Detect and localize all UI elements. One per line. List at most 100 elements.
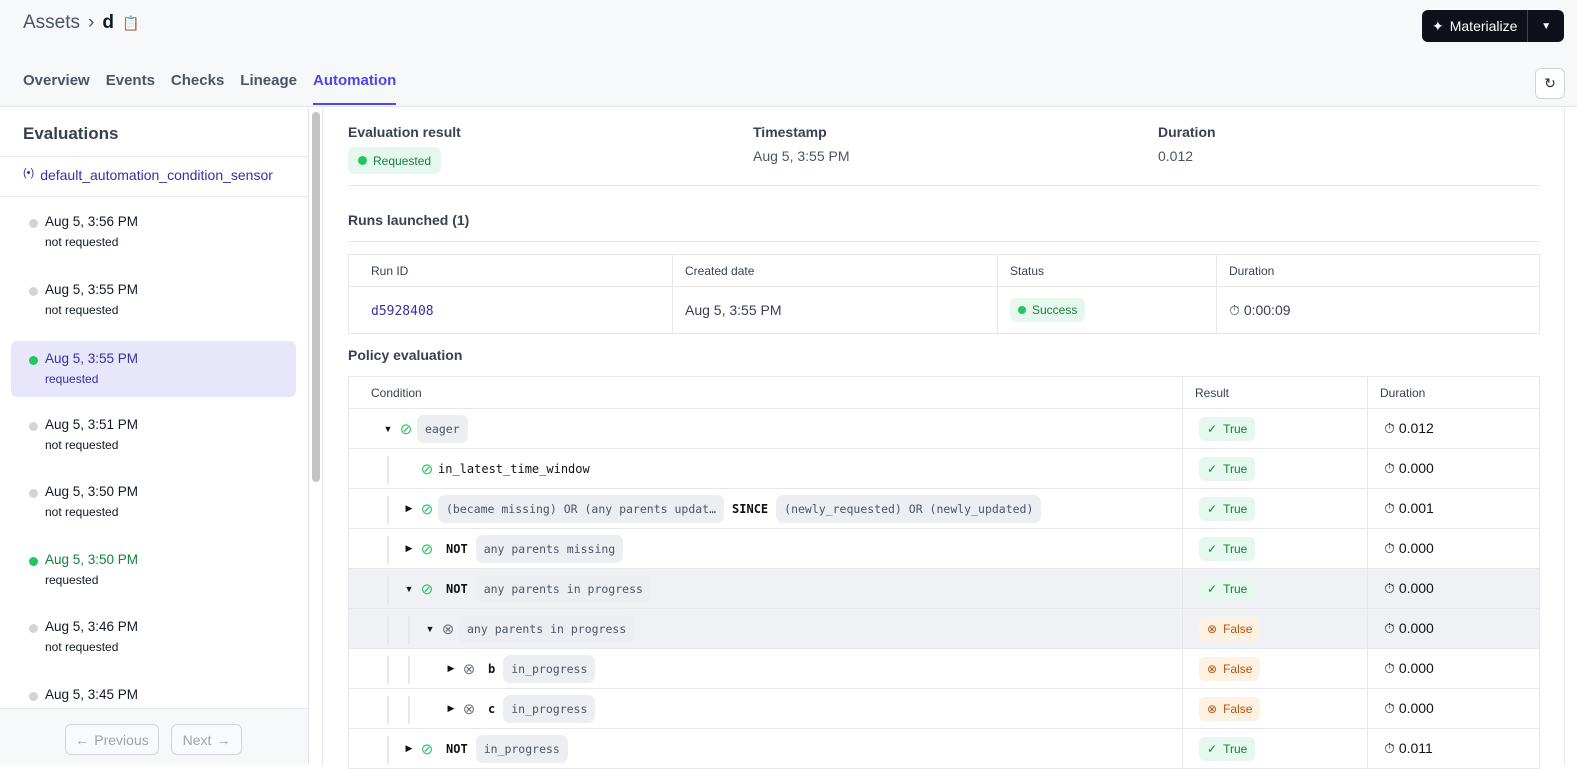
caret-right-icon[interactable]: ▶ [405, 543, 413, 553]
sparkle-icon: ✦ [1432, 17, 1444, 34]
evaluation-status: requested [45, 372, 99, 386]
caret-right-icon[interactable]: ▶ [405, 503, 413, 513]
table-row: ▶ ⊘ (became missing) OR (any parents updat… [348, 488, 1540, 529]
tab-checks[interactable]: Checks [170, 72, 225, 89]
materialize-dropdown-icon[interactable]: ▼ [1541, 20, 1552, 32]
condition-chip: in_progress [475, 734, 568, 763]
check-circle-icon: ⊘ [420, 580, 434, 598]
copy-icon[interactable]: 📋 [121, 14, 140, 31]
condition-keyword: c [488, 701, 496, 716]
caret-right-icon[interactable]: ▶ [447, 663, 455, 673]
sensor-name: default_automation_condition_sensor [40, 167, 273, 183]
condition-chip: eager [417, 414, 468, 443]
duration-label: Duration [1158, 124, 1216, 140]
evaluation-status: not requested [45, 640, 119, 654]
condition-chip: (newly_requested) OR (newly_updated) [776, 494, 1042, 523]
status-dot-icon [29, 624, 38, 633]
condition-duration: 0.012 [1398, 420, 1434, 436]
tree-guide [387, 575, 389, 604]
evaluation-item[interactable]: Aug 5, 3:45 PM [11, 673, 296, 741]
condition-duration: 0.000 [1398, 700, 1434, 716]
tree-guide [387, 695, 389, 724]
arrow-right-icon: → [216, 731, 231, 748]
result-badge: ✓ True [1199, 576, 1256, 601]
refresh-button[interactable]: ↻ [1535, 68, 1565, 99]
col-created: Created date [672, 254, 998, 287]
result-text: True [1223, 501, 1248, 516]
condition-duration: 0.000 [1398, 460, 1434, 476]
timer-icon: ⏱ [1384, 540, 1395, 556]
check-circle-icon: ✓ [1207, 421, 1218, 436]
timestamp-label: Timestamp [753, 124, 827, 140]
pagination: ← Previous Next → [0, 708, 308, 765]
tab-events[interactable]: Events [105, 72, 155, 89]
sidebar-title: Evaluations [23, 124, 119, 143]
status-dot-icon [29, 556, 38, 566]
result-badge: ✓ True [1199, 416, 1256, 441]
sensor-link[interactable]: (•) default_automation_condition_sensor [0, 156, 309, 197]
evaluations-sidebar: Evaluations (•) default_automation_condit… [0, 108, 309, 765]
evaluation-item[interactable]: Aug 5, 3:51 PM not requested [11, 403, 296, 471]
result-text: False [1223, 661, 1253, 676]
tab-overview[interactable]: Overview [23, 72, 90, 89]
result-text: False [1223, 621, 1253, 636]
timer-icon: ⏱ [1384, 420, 1395, 436]
result-label: Evaluation result [348, 124, 461, 140]
col-run-id: Run ID [348, 254, 673, 287]
x-circle-icon: ⊗ [462, 700, 476, 718]
condition-duration: 0.000 [1398, 660, 1434, 676]
tab-bar: Overview Events Checks Lineage Automatio… [23, 72, 397, 105]
check-circle-icon: ⊘ [420, 540, 434, 558]
result-text: True [1223, 421, 1248, 436]
evaluation-list: Aug 5, 3:56 PM not requested Aug 5, 3:55 P… [11, 200, 296, 740]
breadcrumb-current: d [102, 12, 114, 33]
result-text: True [1223, 741, 1248, 756]
status-dot-icon [358, 156, 367, 165]
evaluation-item[interactable]: Aug 5, 3:55 PM not requested [11, 268, 296, 336]
condition-duration: 0.001 [1398, 500, 1434, 516]
caret-down-icon[interactable]: ▼ [404, 583, 414, 594]
tab-automation[interactable]: Automation [312, 72, 397, 105]
evaluation-item[interactable]: Aug 5, 3:46 PM not requested [11, 605, 296, 673]
run-duration: 0:00:09 [1243, 301, 1291, 318]
timestamp-value: Aug 5, 3:55 PM [753, 148, 850, 164]
sidebar-scrollbar[interactable] [312, 112, 320, 482]
tab-lineage[interactable]: Lineage [240, 72, 297, 89]
result-badge: ✓ True [1199, 496, 1256, 521]
next-button[interactable]: Next → [171, 724, 242, 755]
check-circle-icon: ✓ [1207, 581, 1218, 596]
caret-right-icon[interactable]: ▶ [405, 743, 413, 753]
timer-icon: ⏱ [1384, 620, 1395, 636]
timer-icon: ⏱ [1384, 740, 1395, 756]
x-circle-icon: ⊗ [1207, 661, 1218, 676]
caret-down-icon[interactable]: ▼ [383, 423, 393, 434]
check-circle-icon: ⊘ [420, 740, 434, 758]
status-dot-icon [29, 219, 38, 228]
evaluation-item[interactable]: Aug 5, 3:55 PM requested [11, 341, 296, 397]
evaluation-status: not requested [45, 302, 119, 317]
timer-icon: ⏱ [1384, 660, 1395, 676]
timer-icon: ⏱ [1384, 580, 1395, 596]
evaluation-item[interactable]: Aug 5, 3:50 PM not requested [11, 470, 296, 538]
run-status: Success [1032, 303, 1078, 317]
table-row: ▶ ⊗ c in_progress ⊗ False ⏱ 0.000 [348, 688, 1540, 729]
condition-duration: 0.000 [1398, 620, 1434, 636]
check-circle-icon: ⊘ [420, 460, 434, 478]
result-badge: ⊗ False [1199, 656, 1261, 681]
run-id-link[interactable]: d5928408 [371, 303, 434, 319]
evaluation-item[interactable]: Aug 5, 3:56 PM not requested [11, 200, 296, 268]
tree-guide [387, 495, 389, 524]
tree-guide [387, 455, 389, 484]
evaluation-status: requested [45, 572, 99, 587]
status-dot-icon [1018, 306, 1026, 314]
evaluation-time: Aug 5, 3:45 PM [45, 686, 139, 702]
breadcrumb-assets[interactable]: Assets [23, 12, 81, 33]
caret-down-icon[interactable]: ▼ [425, 623, 435, 634]
tree-guide [408, 695, 410, 724]
previous-button[interactable]: ← Previous [65, 724, 159, 755]
materialize-button[interactable]: ✦ Materialize [1422, 10, 1529, 42]
evaluation-item[interactable]: Aug 5, 3:50 PM requested [11, 538, 296, 606]
status-dot-icon [29, 691, 38, 701]
caret-right-icon[interactable]: ▶ [447, 703, 455, 713]
condition-duration: 0.000 [1398, 540, 1434, 556]
